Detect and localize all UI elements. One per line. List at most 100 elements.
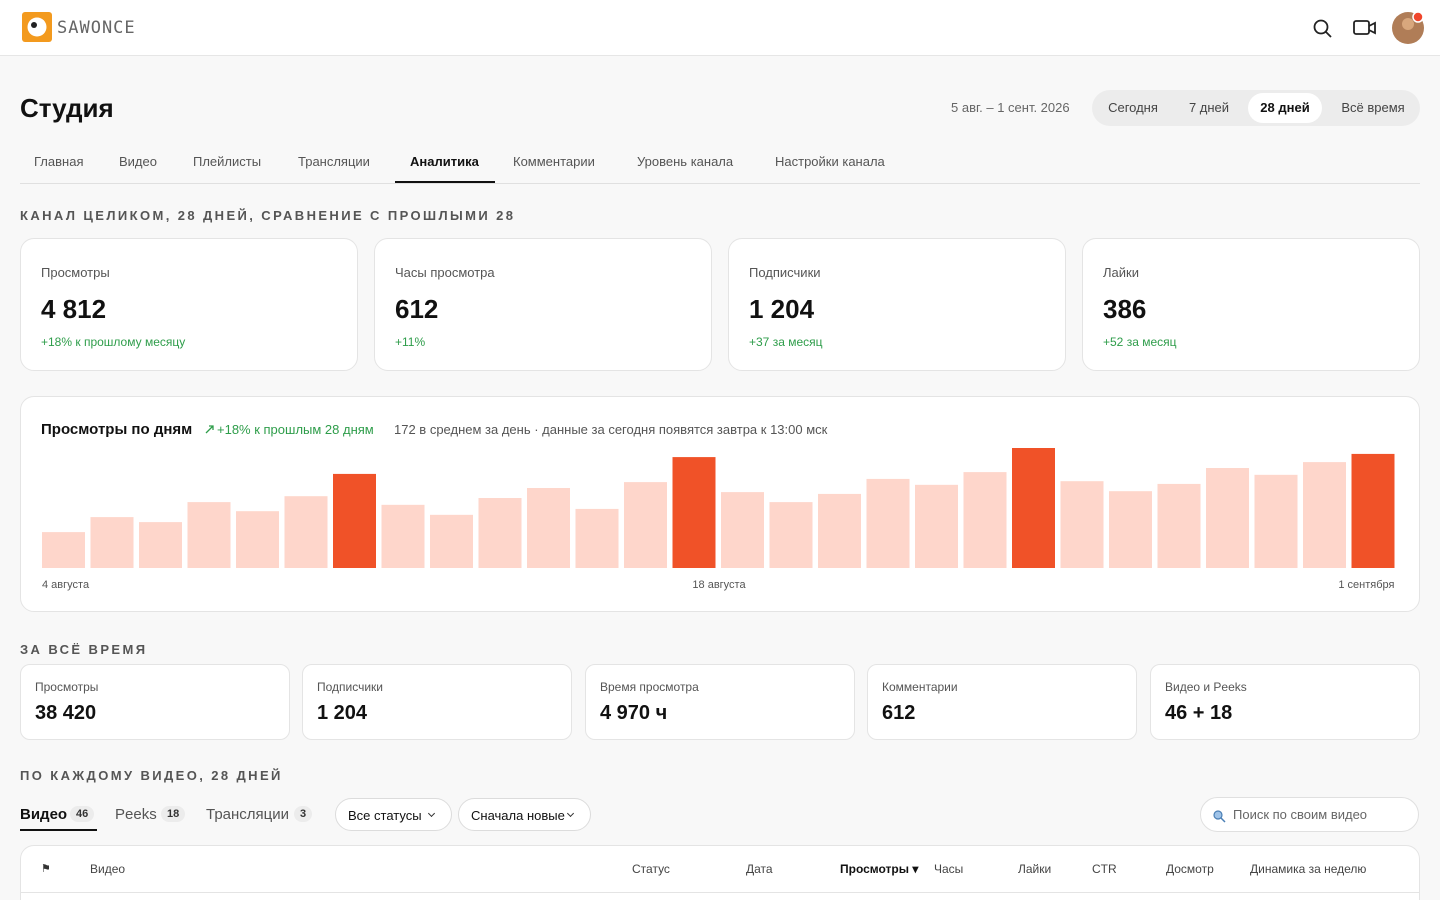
logo-text[interactable]: SAWONCE xyxy=(57,18,136,38)
content-tab[interactable]: Видео xyxy=(20,806,68,823)
bar xyxy=(42,532,85,568)
bar xyxy=(333,473,376,568)
bar xyxy=(90,517,134,568)
bar xyxy=(1206,468,1249,568)
bar xyxy=(818,493,861,568)
tab[interactable]: Трансляции xyxy=(298,154,370,169)
stat-value: 612 xyxy=(395,294,439,324)
video-table: ⚑ Видео Статус Дата Просмотры ▾ Часы Лайки CTR… xyxy=(20,845,1420,900)
x-tick-label: 1 сентября xyxy=(1338,579,1394,591)
bar xyxy=(866,478,910,568)
total-label: Просмотры xyxy=(35,680,99,694)
bar xyxy=(478,498,522,568)
bar-chart: 4 августа 18 августа 1 сентября xyxy=(42,448,1395,591)
tab[interactable]: Уровень канала xyxy=(637,154,734,169)
chart-card: Просмотры по дням +18% к прошлым 28 дням… xyxy=(20,396,1420,612)
search-icon[interactable] xyxy=(1312,18,1334,40)
bar xyxy=(187,502,231,568)
bar xyxy=(672,457,716,568)
bar xyxy=(963,472,1007,568)
column-header[interactable]: Просмотры ▾ xyxy=(840,862,919,876)
tab-bar: Главная Видео Плейлисты Трансляции Аналитика… xyxy=(20,140,1420,184)
total-card: Комментарии 612 xyxy=(867,664,1137,740)
content-tab[interactable]: Peeks xyxy=(115,806,157,823)
dropdown-chevron xyxy=(427,809,436,818)
x-tick-label: 4 августа xyxy=(42,579,90,591)
stat-label: Часы просмотра xyxy=(395,265,495,280)
stat-delta: +11% xyxy=(395,335,426,349)
total-value: 1 204 xyxy=(317,702,368,724)
bar xyxy=(139,522,182,568)
period-option[interactable]: Всё время xyxy=(1341,100,1405,115)
tab[interactable]: Видео xyxy=(119,154,157,169)
period-option[interactable]: Сегодня xyxy=(1108,100,1158,115)
stat-delta: +52 за месяц xyxy=(1103,335,1177,349)
tab[interactable]: Главная xyxy=(34,154,84,169)
chart-note: 172 в среднем за день · данные за сегодн… xyxy=(394,422,828,437)
stat-value: 1 204 xyxy=(749,294,815,324)
total-label: Подписчики xyxy=(317,680,384,694)
total-value: 46 + 18 xyxy=(1165,702,1233,724)
bar xyxy=(1303,462,1346,568)
dropdown-chevron xyxy=(566,809,575,818)
period-option[interactable]: 28 дней xyxy=(1248,93,1322,123)
top-bar: SAWONCE xyxy=(0,0,1440,56)
bar xyxy=(769,502,813,568)
filter-dropdown[interactable]: Все статусы xyxy=(335,798,452,831)
bar xyxy=(575,508,619,568)
total-card: Просмотры 38 420 xyxy=(20,664,290,740)
period-switch: Сегодня 7 дней 28 дней Всё время xyxy=(1092,90,1420,126)
stat-delta: +37 за месяц xyxy=(749,335,823,349)
count-badge: 46 xyxy=(70,806,95,822)
tab[interactable]: Комментарии xyxy=(513,154,595,169)
search-placeholder: Поиск по своим видео xyxy=(1233,807,1368,822)
stat-label: Подписчики xyxy=(749,265,821,280)
search-box[interactable]: Поиск по своим видео xyxy=(1200,797,1419,832)
table-header-divider xyxy=(21,892,1419,893)
stat-card: Подписчики 1 204 +37 за месяц xyxy=(728,238,1066,371)
bar xyxy=(1351,453,1395,568)
stat-delta: +18% к прошлому месяцу xyxy=(41,335,186,349)
x-tick-label: 18 августа xyxy=(692,579,746,591)
bar xyxy=(527,488,570,568)
column-header: CTR xyxy=(1092,862,1117,876)
bar xyxy=(236,511,279,568)
stat-value: 386 xyxy=(1103,294,1147,324)
page-title: Студия xyxy=(20,93,114,123)
filter-label: Все статусы xyxy=(348,808,422,823)
avatar[interactable] xyxy=(1390,10,1426,46)
trend-arrow xyxy=(205,425,214,434)
period-option[interactable]: 7 дней xyxy=(1188,100,1230,115)
content-tab-underline xyxy=(20,829,97,831)
total-label: Видео и Peeks xyxy=(1165,680,1247,694)
total-card: Время просмотра 4 970 ч xyxy=(585,664,855,740)
column-header: Лайки xyxy=(1018,862,1052,876)
tab[interactable]: Плейлисты xyxy=(193,154,262,169)
bar xyxy=(1157,483,1201,568)
filter-label: Сначала новые xyxy=(471,808,565,823)
column-header: Часы xyxy=(934,862,964,876)
count-badge: 18 xyxy=(161,806,186,822)
filter-dropdown[interactable]: Сначала новые xyxy=(458,798,591,831)
count-badge: 3 xyxy=(294,806,313,822)
bar xyxy=(721,492,764,568)
tab[interactable]: Настройки канала xyxy=(775,154,885,169)
tab-underline xyxy=(395,181,495,183)
bar xyxy=(430,514,473,568)
camera-icon[interactable] xyxy=(1353,19,1377,37)
stat-label: Просмотры xyxy=(41,265,110,280)
stat-card: Часы просмотра 612 +11% xyxy=(374,238,712,371)
bar xyxy=(1060,481,1104,568)
flag-icon: ⚑ xyxy=(41,863,51,875)
chart-title: Просмотры по дням xyxy=(41,421,193,438)
column-header: Дата xyxy=(746,862,773,876)
column-header: Динамика за неделю xyxy=(1250,862,1367,876)
logo-icon[interactable] xyxy=(22,12,52,42)
stat-card: Просмотры 4 812 +18% к прошлому месяцу xyxy=(20,238,358,371)
content-tab[interactable]: Трансляции xyxy=(206,806,290,823)
stat-value: 4 812 xyxy=(41,294,107,324)
tab[interactable]: Аналитика xyxy=(410,154,479,169)
bar xyxy=(915,484,958,568)
section-heading: ПО КАЖДОМУ ВИДЕО, 28 ДНЕЙ xyxy=(20,768,283,783)
date-range: 5 авг. – 1 сент. 2026 xyxy=(951,100,1070,115)
